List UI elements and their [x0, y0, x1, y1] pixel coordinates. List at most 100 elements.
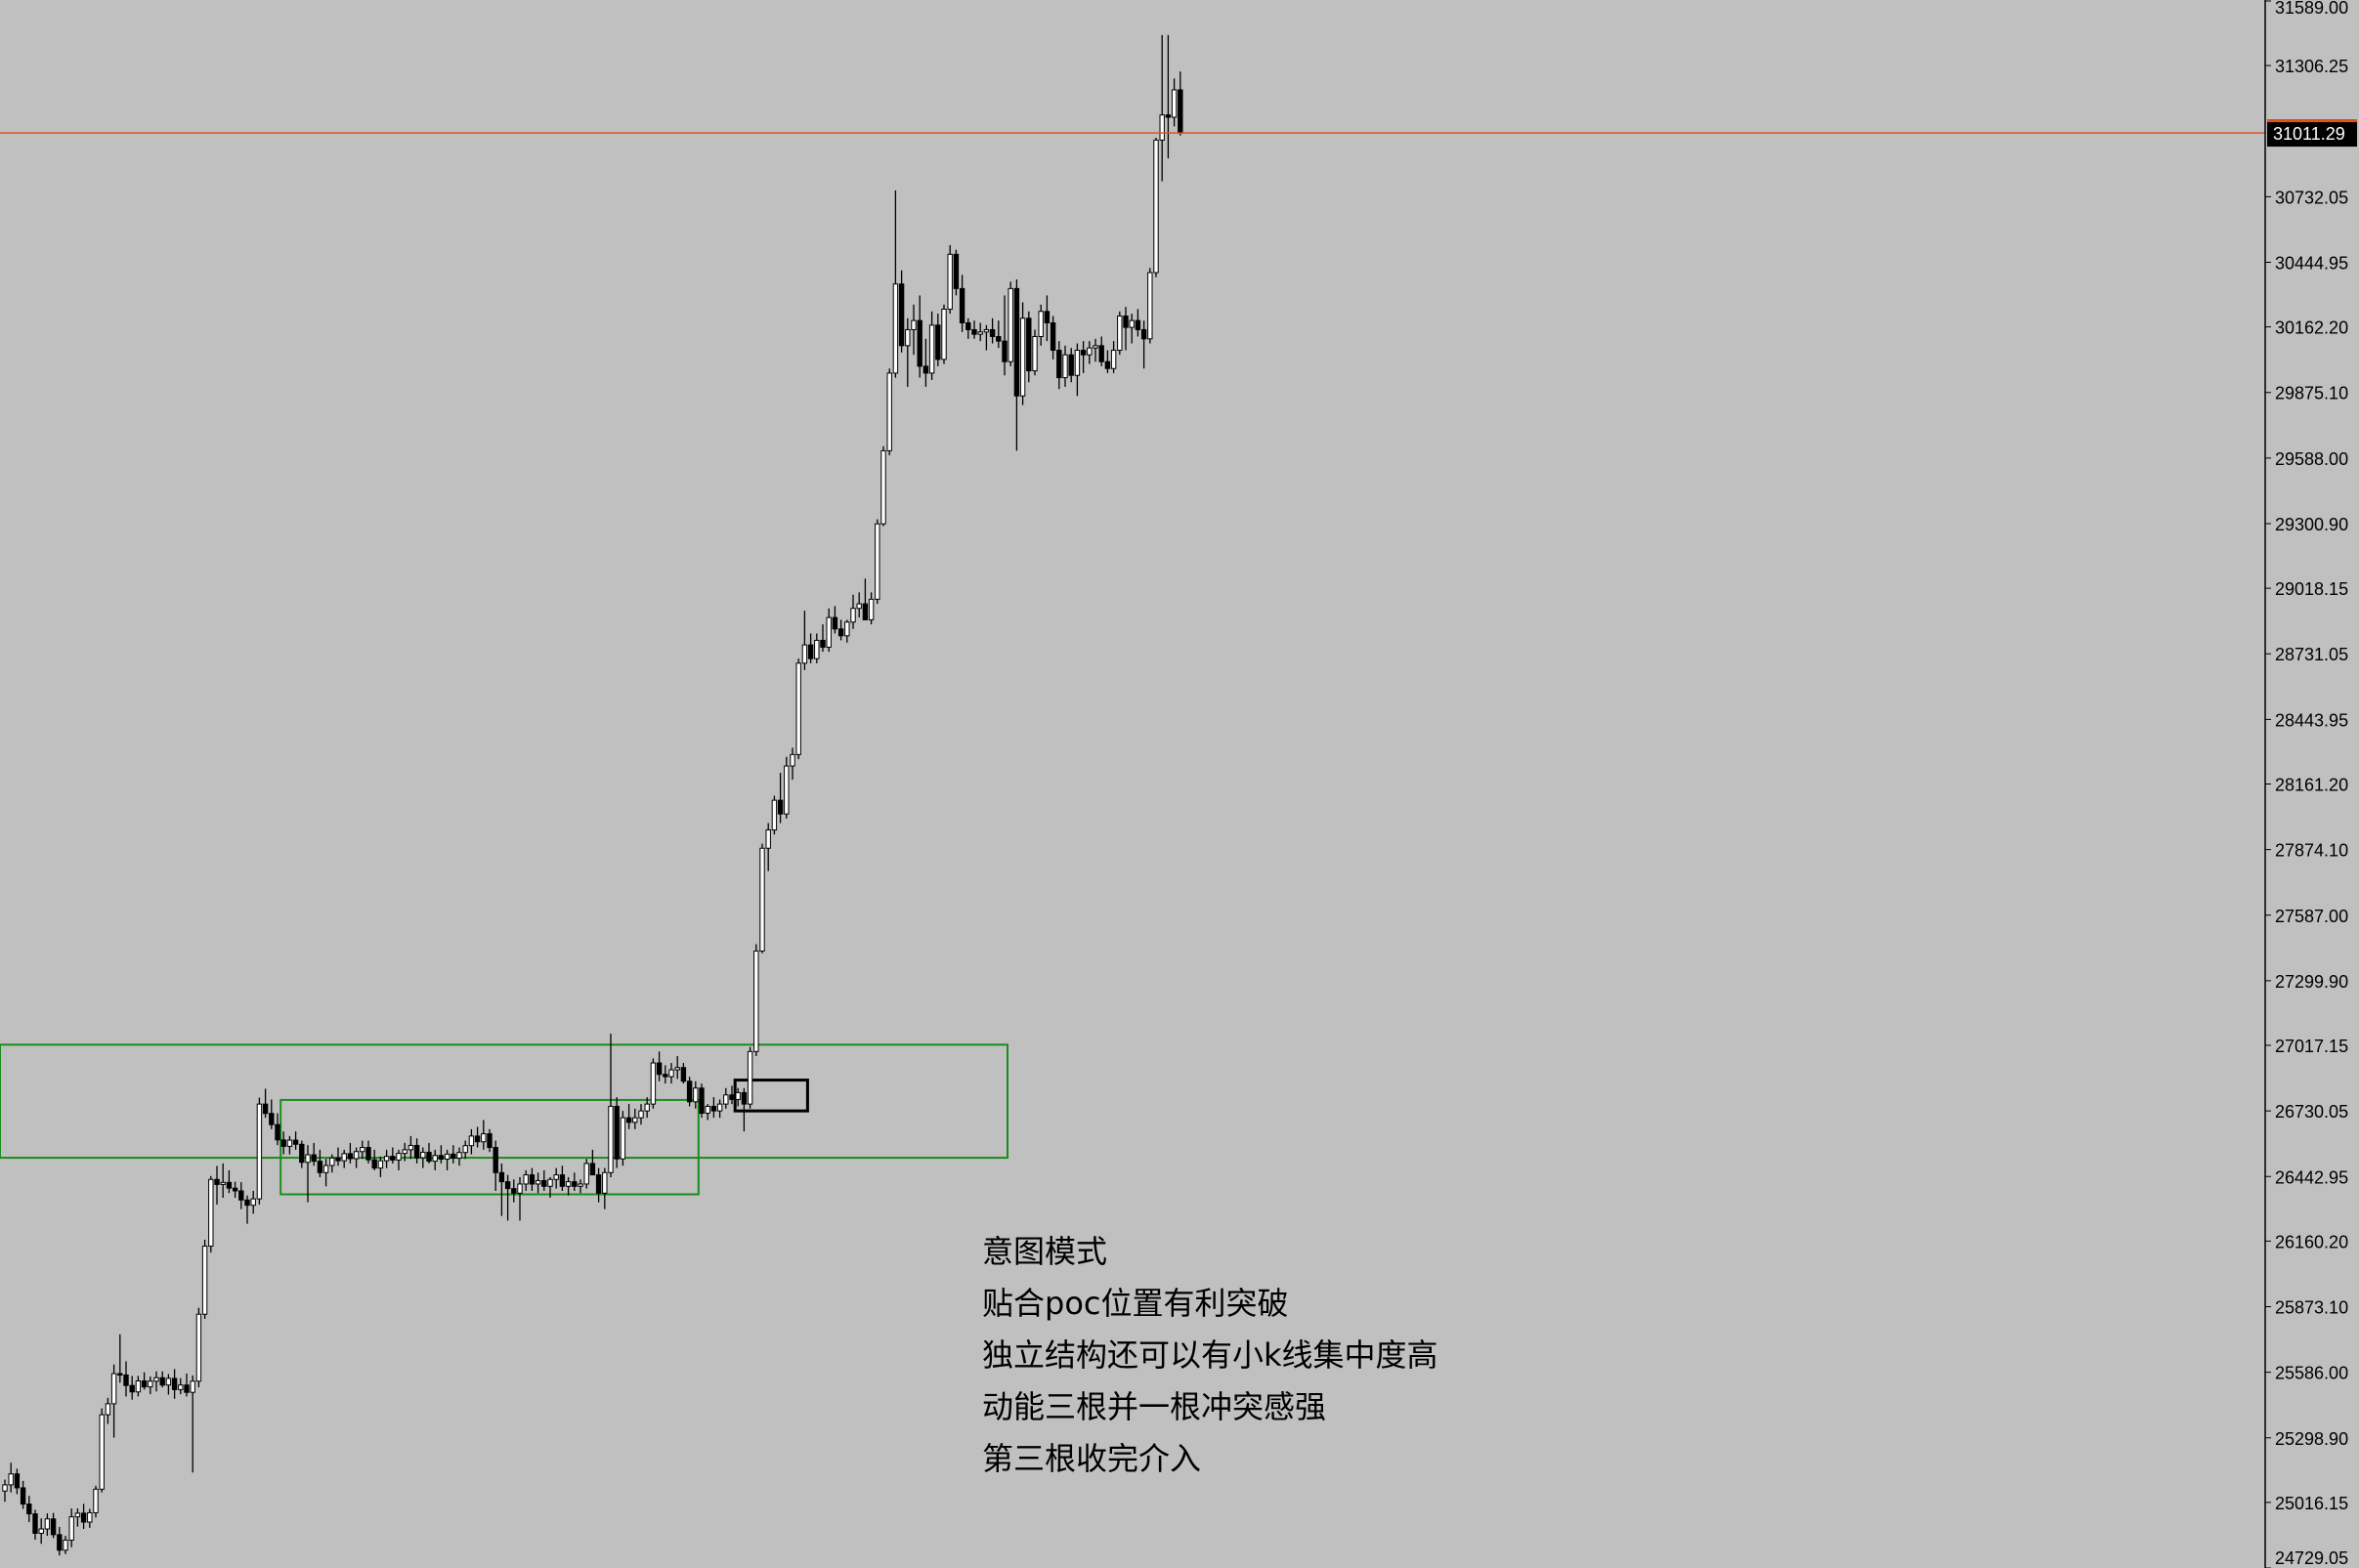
candle — [468, 1128, 475, 1155]
candle — [426, 1142, 432, 1164]
candle — [99, 1408, 105, 1493]
candle — [178, 1377, 184, 1395]
y-tick-label: 24729.05 — [2275, 1548, 2348, 1568]
candle — [195, 1307, 202, 1388]
candle — [377, 1156, 384, 1177]
candle — [656, 1051, 663, 1081]
candle — [996, 320, 1002, 349]
candle — [741, 1087, 748, 1132]
candle — [602, 1167, 608, 1209]
candle — [171, 1369, 178, 1399]
candle — [814, 633, 820, 663]
candle — [880, 445, 886, 527]
candle — [1140, 320, 1147, 369]
candle — [771, 795, 778, 835]
candle — [105, 1397, 111, 1424]
candle — [462, 1140, 468, 1160]
candle — [705, 1104, 710, 1121]
candle — [44, 1513, 51, 1537]
candle — [668, 1063, 674, 1084]
candle — [371, 1149, 377, 1170]
candle — [286, 1135, 293, 1155]
candle — [1019, 302, 1026, 405]
candle — [269, 1099, 275, 1129]
candle — [807, 633, 814, 663]
candle — [578, 1179, 583, 1194]
annotation-line: 意图模式 — [982, 1233, 1107, 1270]
current-price-tag: 31011.29 — [2267, 119, 2357, 148]
candle — [275, 1113, 280, 1146]
candle — [953, 249, 960, 296]
candle — [837, 619, 844, 641]
candle — [50, 1512, 57, 1539]
candle — [1178, 71, 1183, 136]
y-tick-label: 31589.00 — [2275, 0, 2348, 18]
y-tick-label: 28731.05 — [2275, 645, 2348, 664]
candle — [765, 823, 771, 871]
candle — [928, 311, 935, 380]
candle — [292, 1131, 299, 1150]
candle — [1008, 281, 1013, 366]
candle — [1117, 311, 1123, 356]
candle — [1074, 343, 1081, 397]
candle — [735, 1087, 741, 1107]
candle — [220, 1163, 226, 1198]
y-tick-label: 25873.10 — [2275, 1297, 2348, 1317]
candle — [32, 1509, 38, 1541]
candles-layer — [2, 34, 1183, 1556]
y-tick-label: 25298.90 — [2275, 1429, 2348, 1449]
candle — [341, 1149, 347, 1168]
y-tick-label: 30732.05 — [2275, 188, 2348, 207]
candle — [280, 1131, 286, 1155]
candle — [856, 592, 862, 618]
candle — [644, 1097, 650, 1119]
candle — [1147, 268, 1153, 344]
price-axis[interactable]: 31589.00 31306.25 30732.05 30444.95 30162.20… — [2264, 0, 2357, 1568]
candle — [498, 1163, 505, 1216]
candle — [420, 1147, 426, 1168]
y-tick-label: 28443.95 — [2275, 710, 2348, 730]
consolidation-box — [279, 1098, 700, 1196]
candle — [250, 1190, 256, 1214]
candle — [159, 1371, 165, 1388]
candle — [360, 1140, 365, 1160]
candle — [347, 1142, 354, 1164]
candle — [832, 606, 838, 634]
candle — [784, 756, 790, 819]
y-tick-label: 26442.95 — [2275, 1167, 2348, 1187]
candle — [977, 322, 983, 342]
candle — [474, 1126, 481, 1148]
candle — [710, 1097, 717, 1119]
candle — [2, 1479, 8, 1503]
candle — [1093, 338, 1098, 362]
candle — [14, 1468, 21, 1495]
candle — [93, 1485, 99, 1518]
current-price-label: 31011.29 — [2273, 124, 2345, 144]
candle — [553, 1167, 559, 1189]
y-tick-label: 29875.10 — [2275, 384, 2348, 403]
candle — [20, 1480, 26, 1509]
candle — [777, 773, 784, 824]
candle — [1044, 295, 1051, 342]
candle — [935, 314, 941, 366]
candle — [493, 1140, 498, 1191]
candle — [959, 275, 965, 332]
candle — [396, 1149, 402, 1170]
y-tick-label: 25586.00 — [2275, 1364, 2348, 1383]
candle — [759, 843, 765, 954]
candle — [504, 1174, 511, 1221]
candle — [238, 1182, 244, 1209]
candle — [184, 1374, 190, 1397]
candle — [716, 1099, 723, 1119]
y-tick-label: 29300.90 — [2275, 515, 2348, 534]
candle — [232, 1181, 238, 1198]
candle — [572, 1172, 578, 1191]
candle — [1038, 304, 1044, 346]
y-tick-label: 29588.00 — [2275, 449, 2348, 469]
candle — [444, 1149, 450, 1170]
candle — [1165, 34, 1172, 159]
candle — [620, 1111, 626, 1166]
candle — [875, 519, 880, 605]
candle — [1098, 336, 1104, 366]
candle — [674, 1056, 680, 1080]
